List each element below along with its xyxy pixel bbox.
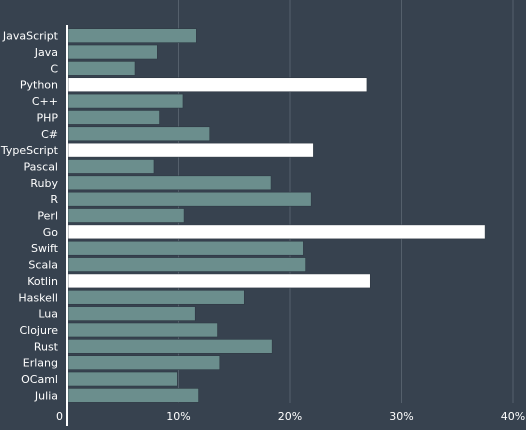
bar-erlang [67,355,221,370]
bars [67,28,486,403]
bar-go [67,224,486,240]
category-label-typescript: TypeScript [0,144,59,157]
bar-java [67,44,158,60]
category-label-rust: Rust [34,340,59,353]
category-label-php: PHP [36,111,58,124]
bar-kotlin [67,273,371,289]
category-label-clojure: Clojure [19,324,58,337]
bar-clojure [67,322,218,338]
bar-pascal [67,159,155,174]
x-tick-labels: 0 10% 20% 30% 40% [56,410,525,423]
bar-haskell [67,289,245,305]
category-label-perl: Perl [37,210,58,223]
bar-scala [67,257,306,272]
x-tick-label: 0 [56,410,63,423]
category-label-kotlin: Kotlin [27,275,58,288]
bar-lua [67,306,196,321]
bar-ruby [67,175,272,191]
bar-typescript [67,142,314,158]
category-label-erlang: Erlang [23,357,58,370]
bar-python [67,77,368,93]
category-label-haskell: Haskell [18,291,58,304]
category-label-cplusplus: C++ [32,95,58,108]
bar-julia [67,388,199,403]
category-label-csharp: C# [41,128,58,141]
x-tick-label: 30% [389,410,413,423]
bar-php [67,110,160,125]
category-label-julia: Julia [34,389,58,402]
x-tick-label: 20% [278,410,302,423]
category-label-r: R [50,193,58,206]
bar-c [67,61,136,76]
x-tick-label: 10% [166,410,190,423]
bar-perl [67,208,185,223]
bar-rust [67,339,273,354]
bar-cplusplus [67,93,184,109]
category-label-python: Python [20,79,58,92]
category-label-java: Java [34,46,58,59]
bar-r [67,191,312,207]
category-label-ocaml: OCaml [21,373,58,386]
category-label-javascript: JavaScript [2,30,59,43]
category-label-go: Go [43,226,59,239]
category-label-c: C [50,62,58,75]
bar-csharp [67,126,211,142]
bar-swift [67,240,304,256]
category-label-scala: Scala [28,259,58,272]
bar-javascript [67,28,197,43]
category-label-swift: Swift [31,242,59,255]
category-labels: JavaScript Java C Python C++ PHP C# TypeScript P… [0,30,59,403]
category-label-ruby: Ruby [30,177,58,190]
category-label-lua: Lua [38,308,58,321]
bar-ocaml [67,371,178,387]
x-tick-label: 40% [501,410,525,423]
category-label-pascal: Pascal [24,160,58,173]
